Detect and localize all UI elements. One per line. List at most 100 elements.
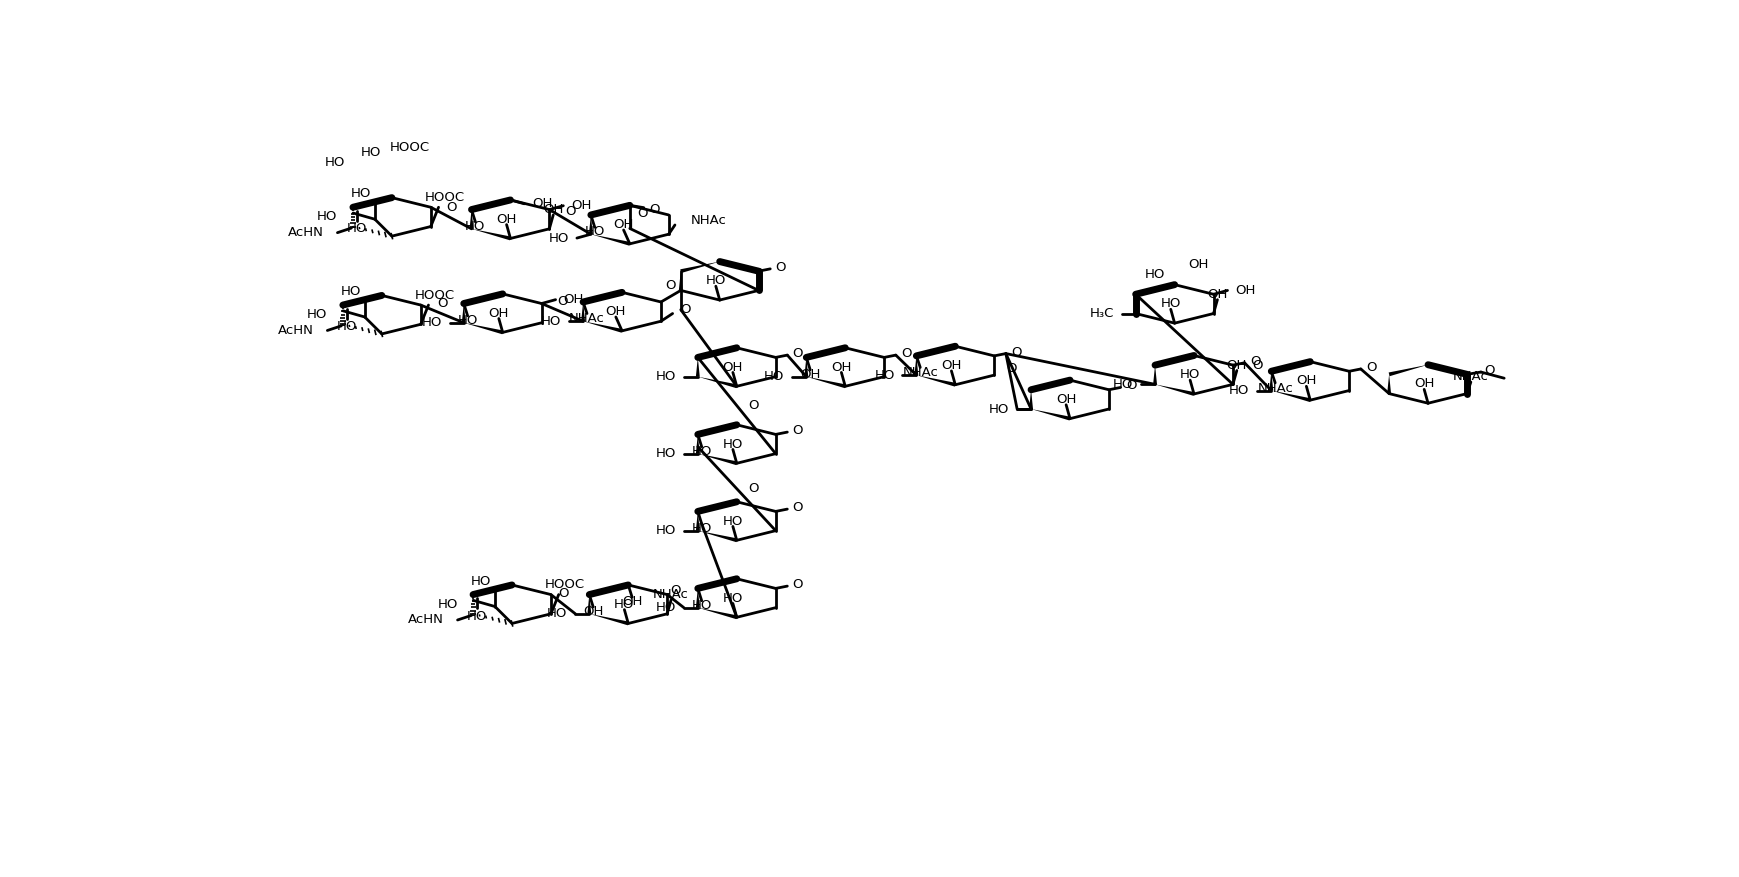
Polygon shape (1386, 374, 1389, 394)
Text: OH: OH (570, 199, 591, 212)
Text: AcHN: AcHN (287, 226, 323, 239)
Text: O: O (793, 347, 803, 360)
Text: OH: OH (1207, 288, 1228, 301)
Text: NHAc: NHAc (1257, 381, 1292, 395)
Polygon shape (696, 434, 699, 453)
Polygon shape (471, 229, 511, 240)
Text: HO: HO (548, 232, 569, 245)
Text: HO: HO (548, 608, 567, 620)
Polygon shape (583, 321, 623, 332)
Text: HOOC: HOOC (544, 578, 584, 591)
Polygon shape (697, 531, 737, 542)
Text: HOOC: HOOC (414, 289, 454, 302)
Text: OH: OH (605, 305, 626, 318)
Text: HO: HO (690, 522, 711, 535)
Text: OH: OH (1414, 377, 1433, 390)
Text: HO: HO (763, 370, 784, 383)
Polygon shape (696, 358, 699, 376)
Text: HOOC: HOOC (390, 141, 430, 154)
Text: HO: HO (464, 220, 485, 233)
Text: OH: OH (621, 595, 642, 609)
Text: OH: OH (1235, 284, 1256, 297)
Text: OH: OH (532, 197, 553, 210)
Text: O: O (1252, 360, 1263, 373)
Text: HO: HO (873, 368, 894, 381)
Text: HO: HO (1113, 378, 1132, 391)
Polygon shape (590, 614, 628, 625)
Text: O: O (1483, 364, 1494, 377)
Polygon shape (916, 375, 955, 387)
Text: HO: HO (722, 592, 743, 604)
Text: HO: HO (706, 275, 725, 288)
Text: O: O (649, 203, 659, 216)
Text: OH: OH (800, 367, 819, 381)
Text: HO: HO (541, 315, 562, 328)
Text: NHAc: NHAc (690, 214, 725, 227)
Text: O: O (680, 303, 690, 317)
Polygon shape (591, 234, 630, 246)
Text: OH: OH (941, 359, 962, 372)
Polygon shape (805, 376, 845, 389)
Text: HO: HO (690, 445, 711, 458)
Text: O: O (636, 207, 647, 219)
Text: OH: OH (1188, 258, 1207, 271)
Text: HO: HO (421, 317, 442, 329)
Polygon shape (581, 302, 584, 321)
Polygon shape (1028, 389, 1033, 409)
Polygon shape (697, 453, 737, 465)
Text: O: O (748, 482, 758, 496)
Text: O: O (1125, 380, 1136, 392)
Polygon shape (461, 303, 466, 323)
Polygon shape (588, 595, 591, 614)
Polygon shape (1271, 390, 1309, 402)
Text: HO: HO (1144, 268, 1165, 282)
Text: O: O (776, 260, 786, 274)
Text: O: O (670, 584, 680, 597)
Polygon shape (1269, 371, 1273, 390)
Text: HO: HO (1228, 384, 1249, 397)
Text: O: O (558, 587, 569, 600)
Polygon shape (697, 376, 737, 389)
Text: O: O (901, 347, 911, 360)
Text: HO: HO (1160, 297, 1181, 310)
Text: OH: OH (496, 213, 516, 225)
Text: HO: HO (341, 285, 360, 298)
Text: O: O (666, 279, 676, 292)
Text: HO: HO (1179, 368, 1200, 381)
Text: NHAc: NHAc (569, 312, 605, 325)
Text: NHAc: NHAc (652, 588, 689, 601)
Text: AcHN: AcHN (407, 614, 443, 626)
Text: HO: HO (656, 601, 676, 614)
Polygon shape (1388, 365, 1428, 376)
Text: HO: HO (584, 225, 605, 239)
Text: HO: HO (614, 598, 635, 610)
Polygon shape (1153, 365, 1156, 384)
Text: OH: OH (583, 605, 603, 618)
Text: OH: OH (1296, 374, 1316, 388)
Text: HO: HO (690, 599, 711, 612)
Text: O: O (1249, 355, 1259, 367)
Text: HO: HO (722, 438, 743, 451)
Polygon shape (678, 271, 682, 290)
Polygon shape (1031, 409, 1069, 420)
Polygon shape (588, 215, 593, 234)
Text: OH: OH (614, 218, 633, 232)
Text: HO: HO (308, 308, 327, 321)
Polygon shape (680, 261, 720, 273)
Polygon shape (803, 358, 809, 376)
Polygon shape (697, 608, 737, 619)
Text: HO: HO (350, 188, 370, 200)
Text: HO: HO (988, 403, 1009, 416)
Text: H₃C: H₃C (1089, 307, 1113, 320)
Text: HO: HO (656, 447, 676, 460)
Text: OH: OH (831, 360, 850, 374)
Text: O: O (793, 424, 803, 437)
Text: HO: HO (436, 598, 457, 610)
Text: HO: HO (346, 223, 367, 235)
Text: OH: OH (722, 360, 743, 374)
Text: OH: OH (1056, 393, 1076, 406)
Polygon shape (1155, 384, 1193, 396)
Text: HO: HO (656, 524, 676, 538)
Text: HO: HO (466, 610, 487, 623)
Text: HOOC: HOOC (424, 191, 464, 203)
